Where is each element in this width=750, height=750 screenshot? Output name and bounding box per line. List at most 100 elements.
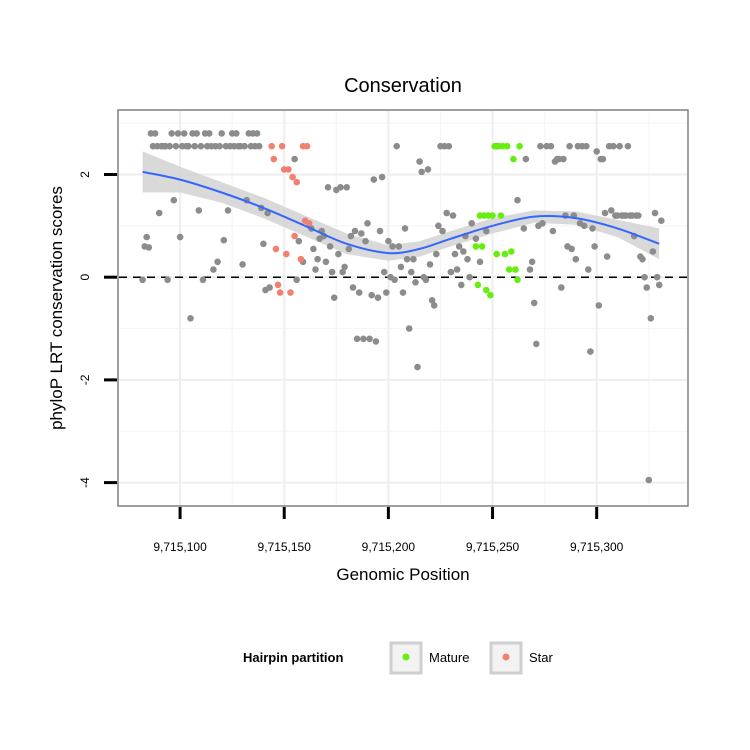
- point-other: [180, 130, 188, 137]
- point-mature: [487, 291, 494, 299]
- point-other: [193, 130, 200, 137]
- point-other: [526, 266, 534, 273]
- point-other: [547, 142, 555, 150]
- point-other: [643, 284, 650, 291]
- point-star: [278, 142, 286, 150]
- point-other: [472, 235, 480, 242]
- legend-label-star: Star: [529, 650, 554, 665]
- point-other: [520, 225, 528, 232]
- point-other: [583, 142, 590, 150]
- point-star: [270, 155, 278, 163]
- point-other: [416, 158, 423, 165]
- point-other: [393, 142, 401, 150]
- point-star: [272, 245, 280, 253]
- point-other: [391, 276, 398, 284]
- point-other: [568, 245, 575, 253]
- point-other: [651, 209, 659, 217]
- point-mature: [503, 142, 511, 150]
- confidence-ribbon: [142, 151, 660, 261]
- point-other: [335, 250, 342, 258]
- point-other: [476, 258, 484, 266]
- point-other: [399, 289, 407, 296]
- point-other: [405, 325, 413, 332]
- point-other: [368, 291, 376, 299]
- point-other: [624, 142, 632, 150]
- point-other: [589, 225, 596, 232]
- point-other: [324, 184, 332, 191]
- point-mature: [497, 212, 505, 219]
- x-axis-title: Genomic Position: [336, 565, 469, 584]
- point-other: [641, 273, 648, 281]
- point-mature: [514, 276, 521, 284]
- point-star: [283, 250, 290, 258]
- point-other: [537, 142, 544, 150]
- x-tick-label: 9,715,200: [362, 540, 416, 554]
- point-other: [426, 261, 434, 268]
- point-other: [362, 237, 369, 245]
- point-other: [353, 335, 361, 343]
- point-other: [549, 227, 557, 235]
- point-other: [483, 227, 490, 235]
- point-other: [210, 266, 217, 273]
- y-tick-label: 2: [78, 171, 92, 178]
- point-other: [558, 284, 565, 291]
- point-other: [358, 230, 365, 237]
- point-other: [580, 222, 588, 230]
- point-other: [539, 220, 546, 227]
- point-other: [145, 244, 153, 251]
- point-other: [403, 255, 411, 263]
- point-other: [635, 212, 642, 219]
- x-tick-label: 9,715,100: [153, 540, 207, 554]
- point-other: [224, 207, 232, 214]
- point-other: [378, 173, 386, 181]
- point-other: [653, 273, 661, 281]
- point-other: [191, 142, 198, 150]
- point-other: [445, 142, 453, 150]
- point-other: [389, 243, 396, 250]
- point-other: [195, 207, 203, 214]
- point-mature: [489, 212, 496, 219]
- point-other: [139, 276, 146, 284]
- point-mature: [493, 250, 501, 258]
- point-other: [587, 348, 594, 355]
- point-other: [603, 253, 611, 260]
- point-other: [572, 255, 580, 263]
- point-other: [355, 289, 363, 296]
- point-other: [176, 233, 184, 241]
- point-other: [164, 276, 171, 284]
- point-other: [408, 268, 415, 276]
- point-mature: [510, 155, 517, 163]
- point-other: [143, 233, 150, 241]
- x-tick-label: 9,715,150: [258, 540, 312, 554]
- point-other: [322, 258, 330, 266]
- point-other: [658, 217, 665, 224]
- point-other: [599, 155, 607, 163]
- point-other: [591, 243, 598, 250]
- point-other: [395, 243, 403, 250]
- point-other: [447, 268, 455, 276]
- point-star: [289, 173, 296, 181]
- point-other: [433, 250, 440, 258]
- point-other: [214, 258, 221, 266]
- point-other: [341, 263, 348, 271]
- y-tick-label: 0: [78, 274, 92, 281]
- point-other: [366, 335, 373, 343]
- point-other: [266, 284, 273, 291]
- point-other: [330, 294, 338, 302]
- point-other: [172, 142, 180, 150]
- point-other: [310, 245, 317, 253]
- point-other: [443, 209, 451, 217]
- point-other: [439, 227, 446, 235]
- y-axis: -4 -2 0 2: [78, 171, 117, 488]
- point-other: [360, 335, 367, 343]
- point-other: [220, 236, 228, 244]
- point-other: [530, 299, 538, 307]
- point-other: [649, 248, 657, 255]
- point-other: [468, 220, 476, 227]
- point-mature: [474, 281, 482, 289]
- point-other: [412, 279, 419, 286]
- point-other: [428, 297, 436, 304]
- point-other: [216, 142, 223, 150]
